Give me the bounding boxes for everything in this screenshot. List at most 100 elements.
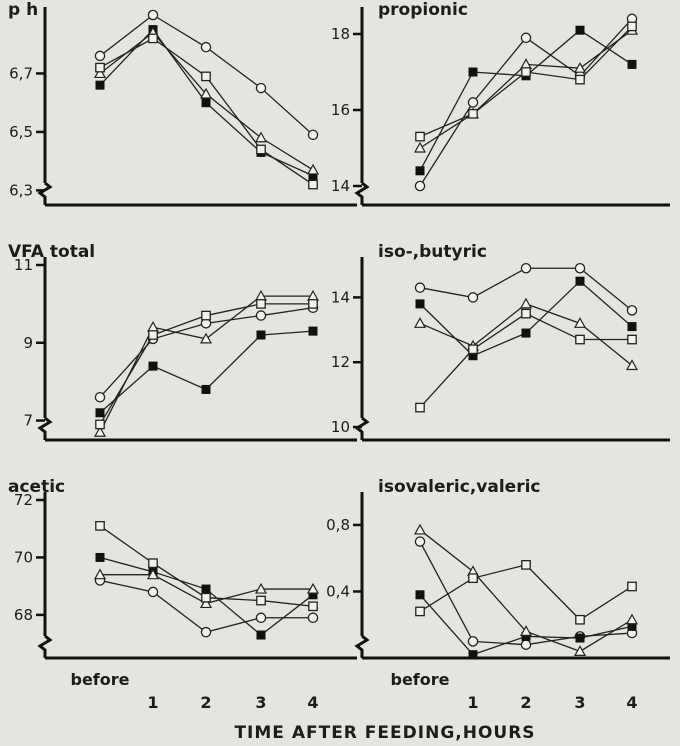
data-point-filled-square	[627, 621, 637, 631]
data-point-open-circle	[255, 612, 267, 624]
data-point-filled-square	[627, 322, 637, 332]
data-point-open-circle	[414, 282, 426, 293]
data-point-filled-square	[256, 630, 266, 640]
x-tick-label: 2	[520, 693, 531, 712]
data-point-open-circle	[147, 586, 159, 598]
data-point-open-triangle	[413, 141, 427, 153]
x-tick-label: 4	[307, 693, 318, 712]
data-point-open-triangle	[573, 61, 587, 73]
data-point-open-square	[415, 402, 425, 413]
data-point-open-triangle	[254, 582, 268, 594]
data-point-filled-square	[468, 650, 478, 660]
data-point-filled-square	[308, 326, 318, 336]
data-point-open-square	[256, 299, 266, 309]
data-point-open-triangle	[93, 568, 107, 580]
y-tick-label: 16	[331, 101, 350, 119]
data-point-filled-square	[308, 590, 318, 600]
y-axis-break	[37, 416, 53, 440]
x-tick-label: 3	[255, 693, 266, 712]
data-point-open-triangle	[146, 320, 160, 332]
data-point-open-circle	[574, 262, 586, 274]
data-point-open-triangle	[573, 317, 587, 328]
y-tick-label: 14	[331, 288, 350, 306]
panel-title: iso-,butyric	[378, 242, 487, 262]
data-point-open-triangle	[146, 568, 160, 580]
data-point-open-square	[148, 558, 158, 569]
data-point-open-triangle	[93, 67, 107, 79]
data-point-open-circle	[626, 305, 638, 316]
data-point-open-circle	[467, 97, 479, 108]
panel-title: propionic	[378, 0, 468, 20]
series-line-open-square	[419, 312, 632, 409]
data-point-open-square	[521, 308, 531, 319]
data-point-filled-square	[95, 552, 105, 562]
data-point-open-triangle	[625, 359, 639, 371]
data-point-filled-square	[468, 67, 478, 77]
data-point-open-triangle	[306, 582, 320, 594]
y-axis-break	[354, 181, 370, 205]
data-point-open-square	[627, 21, 637, 32]
data-point-filled-square	[575, 25, 585, 35]
data-point-filled-square	[415, 166, 425, 176]
data-point-open-square	[308, 601, 318, 612]
data-point-filled-square	[95, 80, 105, 90]
panel-title: isovaleric,valeric	[378, 477, 540, 497]
data-point-filled-square	[415, 299, 425, 309]
data-point-open-circle	[255, 310, 267, 321]
data-point-open-circle	[94, 391, 106, 403]
data-point-open-triangle	[625, 613, 639, 625]
data-point-open-circle	[200, 41, 212, 53]
data-point-open-triangle	[199, 597, 213, 609]
data-point-open-square	[256, 595, 266, 606]
data-point-filled-square	[201, 98, 211, 108]
data-point-open-circle	[200, 626, 212, 638]
data-point-filled-square	[468, 351, 478, 361]
y-tick-label: 9	[23, 334, 33, 352]
data-point-open-triangle	[199, 332, 213, 344]
data-point-open-square	[308, 179, 318, 190]
data-point-open-square	[201, 310, 211, 321]
data-point-open-square	[521, 560, 531, 570]
data-point-open-square	[415, 131, 425, 142]
data-point-filled-square	[308, 171, 318, 181]
data-point-open-square	[201, 71, 211, 82]
x-tick-label: 4	[626, 693, 637, 712]
y-axis-break	[37, 634, 53, 658]
data-point-filled-square	[521, 631, 531, 641]
series-line-filled-square	[419, 280, 633, 357]
data-point-open-circle	[414, 180, 426, 192]
data-point-open-triangle	[519, 58, 533, 70]
data-point-open-circle	[255, 82, 267, 94]
data-point-filled-square	[148, 361, 158, 371]
y-tick-label: 18	[331, 25, 350, 43]
data-point-open-square	[95, 419, 105, 430]
x-tick-label: before	[71, 670, 130, 689]
y-tick-label: 7	[23, 412, 33, 430]
y-tick-label: 6,5	[9, 123, 33, 141]
y-axis-break	[354, 416, 370, 440]
data-point-open-triangle	[413, 523, 427, 535]
data-point-filled-square	[95, 408, 105, 418]
data-point-open-triangle	[306, 163, 320, 175]
data-point-filled-square	[256, 330, 266, 340]
x-tick-label: before	[391, 670, 450, 689]
data-point-open-square	[308, 299, 318, 309]
data-point-open-circle	[520, 32, 532, 44]
data-point-open-square	[627, 581, 637, 592]
data-point-open-square	[148, 33, 158, 44]
data-point-open-square	[148, 330, 158, 340]
data-point-open-triangle	[413, 317, 427, 328]
data-point-open-circle	[467, 636, 479, 647]
y-tick-label: 0,4	[326, 582, 350, 600]
y-axis-break	[354, 634, 370, 658]
data-point-open-square	[256, 144, 266, 155]
y-tick-label: 14	[331, 177, 350, 195]
y-tick-label: 70	[14, 548, 33, 566]
y-tick-label: 10	[331, 418, 350, 436]
data-point-filled-square	[201, 584, 211, 594]
x-tick-label: 2	[200, 693, 211, 712]
data-point-open-square	[575, 614, 585, 625]
y-tick-label: 6,3	[9, 181, 33, 199]
series-line-open-square	[99, 37, 314, 186]
